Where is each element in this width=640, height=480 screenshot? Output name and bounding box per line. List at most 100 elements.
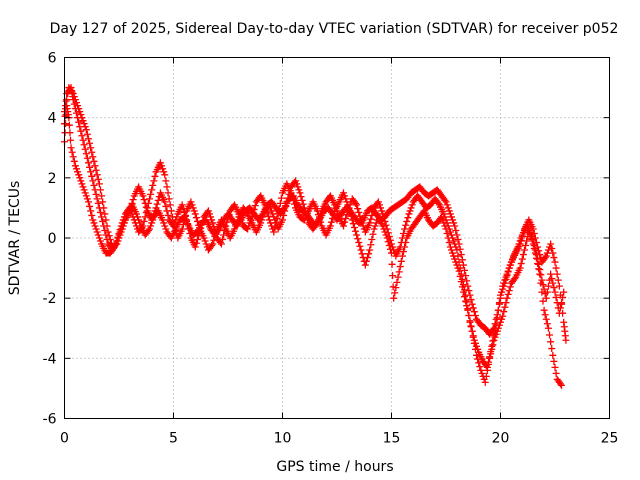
data-point [183, 216, 191, 224]
data-point [102, 216, 110, 224]
data-point [541, 254, 549, 262]
data-point [89, 216, 97, 224]
data-point [313, 207, 321, 215]
data-point [552, 264, 560, 272]
data-point [225, 211, 233, 219]
data-point [75, 118, 83, 126]
data-point [388, 260, 396, 268]
data-point [498, 288, 506, 296]
data-point [536, 266, 544, 274]
data-point [94, 231, 102, 239]
data-point [76, 108, 84, 116]
data-point [547, 270, 555, 278]
data-point [68, 148, 76, 156]
data-point [179, 205, 187, 213]
data-point [505, 264, 513, 272]
data-point [560, 288, 568, 296]
data-point [518, 255, 526, 263]
data-point [539, 297, 547, 305]
data-point [114, 237, 122, 245]
data-point [210, 223, 218, 231]
data-point [443, 201, 451, 209]
data-point [384, 238, 392, 246]
data-point [555, 282, 563, 290]
data-point [223, 218, 231, 226]
data-point [449, 249, 457, 257]
data-point [147, 222, 155, 230]
data-point [95, 234, 103, 242]
data-point [92, 190, 100, 198]
data-point [500, 282, 508, 290]
data-point [361, 261, 369, 269]
data-point [224, 214, 232, 222]
data-point [488, 345, 496, 353]
data-point [441, 196, 449, 204]
data-point [476, 363, 484, 371]
data-point [162, 202, 170, 210]
data-point [65, 121, 73, 129]
data-point [467, 322, 475, 330]
data-point [347, 212, 355, 220]
x-tick-label: 20 [492, 431, 510, 447]
data-point [379, 222, 387, 230]
data-point [367, 215, 375, 223]
data-point [486, 354, 494, 362]
data-point [152, 204, 160, 212]
y-axis: -6 -4 -2 0 2 4 6 [43, 51, 610, 428]
data-point [544, 282, 552, 290]
data-point [265, 216, 273, 224]
x-tick-label: 15 [383, 431, 401, 447]
data-point [76, 174, 84, 182]
data-point [523, 237, 531, 245]
data-point [491, 320, 499, 328]
data-point [383, 234, 391, 242]
data-point [469, 304, 477, 312]
data-point [94, 199, 102, 207]
data-point [236, 213, 244, 221]
data-point [267, 204, 275, 212]
data-point [87, 144, 95, 152]
data-point [131, 219, 139, 227]
data-point [258, 216, 266, 224]
data-point [485, 360, 493, 368]
data-point [466, 317, 474, 325]
data-point [529, 225, 537, 233]
data-point [352, 227, 360, 235]
data-point [116, 231, 124, 239]
data-point [552, 293, 560, 301]
data-point [99, 198, 107, 206]
data-point [198, 220, 206, 228]
data-point [379, 210, 387, 218]
data-point [329, 214, 337, 222]
data-point [447, 213, 455, 221]
data-point [386, 245, 394, 253]
data-point [397, 257, 405, 265]
data-point [365, 250, 373, 258]
data-point [245, 222, 253, 230]
data-point [399, 248, 407, 256]
data-point [117, 228, 125, 236]
data-point [238, 219, 246, 227]
data-point [508, 255, 516, 263]
data-point [268, 222, 276, 230]
data-point [503, 272, 511, 280]
data-point [146, 195, 154, 203]
data-point [69, 153, 77, 161]
x-axis-label: GPS time / hours [276, 459, 393, 475]
data-point [357, 216, 365, 224]
data-point [491, 333, 499, 341]
data-point [543, 288, 551, 296]
data-point [434, 199, 442, 207]
data-point [276, 199, 284, 207]
data-point [154, 196, 162, 204]
data-point [372, 219, 380, 227]
data-point [219, 236, 227, 244]
data-point [77, 177, 85, 185]
data-point [235, 210, 243, 218]
data-point [283, 198, 291, 206]
data-point [159, 165, 167, 173]
data-point [89, 153, 97, 161]
data-point [106, 236, 114, 244]
data-point [161, 198, 169, 206]
